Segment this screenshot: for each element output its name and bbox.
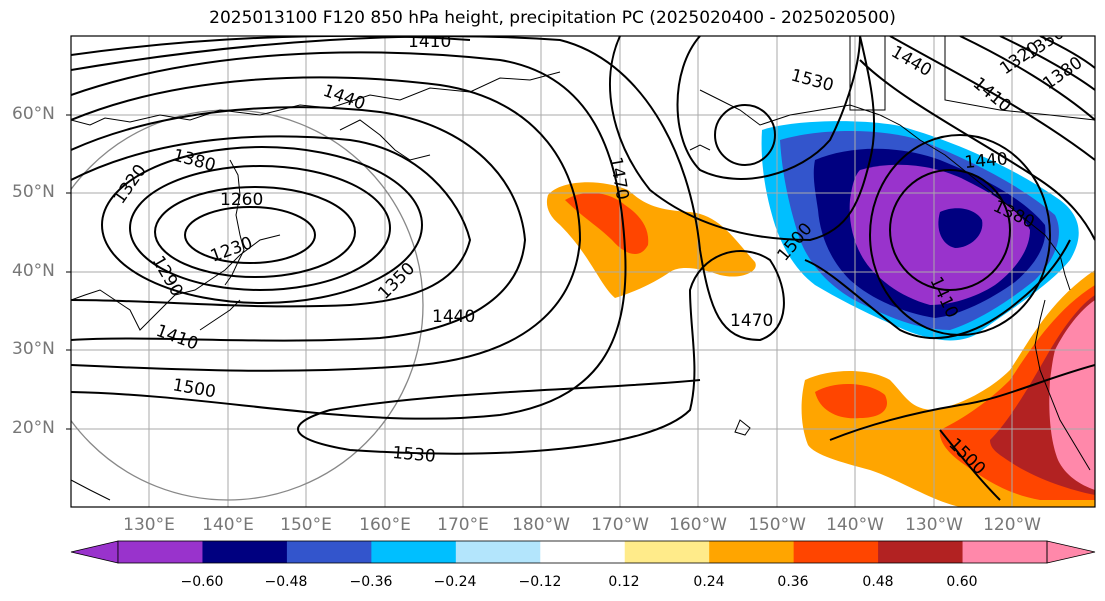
colorbar-tick-label: 0.60 xyxy=(946,574,978,590)
lon-label: 170°E xyxy=(437,515,489,535)
colorbar-swatch xyxy=(371,541,457,563)
lon-label: 150°W xyxy=(748,515,806,535)
lon-label: 170°W xyxy=(591,515,649,535)
lon-label: 150°E xyxy=(280,515,332,535)
map-area: 1410 1440 1530 1470 1380 1320 1260 1290 … xyxy=(71,32,1095,507)
contour-label: 1260 xyxy=(220,190,263,210)
colorbar-tick-label: −0.12 xyxy=(518,574,562,590)
lon-label: 140°W xyxy=(826,515,884,535)
lon-label: 140°E xyxy=(202,515,254,535)
lon-label: 120°W xyxy=(983,515,1041,535)
colorbar-swatch xyxy=(709,541,795,563)
colorbar-swatch xyxy=(455,541,541,563)
precip-shading-positive xyxy=(815,384,888,419)
colorbar-extend-high xyxy=(1046,540,1096,564)
colorbar-tick-label: −0.24 xyxy=(433,574,477,590)
colorbar-swatch xyxy=(878,541,964,563)
map-title: 2025013100 F120 850 hPa height, precipit… xyxy=(209,8,896,28)
lat-label: 40°N xyxy=(12,261,55,281)
lat-label: 20°N xyxy=(12,418,55,438)
lat-label: 60°N xyxy=(12,104,55,124)
precip-shading-positive xyxy=(1049,300,1095,490)
lon-label: 160°E xyxy=(359,515,411,535)
colorbar-swatch xyxy=(624,541,710,563)
lon-label: 130°E xyxy=(123,515,175,535)
colorbar-tick-label: −0.60 xyxy=(180,574,224,590)
lon-label: 130°W xyxy=(905,515,963,535)
colorbar-extend-low xyxy=(70,540,119,564)
precip-shading-positive xyxy=(565,192,649,255)
lon-label: 180°W xyxy=(512,515,570,535)
precip-shading-negative xyxy=(849,164,1030,305)
colorbar-swatch xyxy=(540,541,626,563)
colorbar-swatch xyxy=(202,541,288,563)
lat-label: 50°N xyxy=(12,182,55,202)
colorbar-swatch xyxy=(962,541,1048,563)
colorbar-outline xyxy=(117,540,1048,564)
lon-label: 160°W xyxy=(669,515,727,535)
contour-label: 1440 xyxy=(432,307,475,327)
colorbar-swatch xyxy=(118,541,203,563)
colorbar-tick-label: 0.36 xyxy=(777,574,809,590)
coastlines xyxy=(71,36,1095,501)
height-contours xyxy=(71,36,1095,501)
colorbar-swatch xyxy=(286,541,372,563)
contour-label: 1410 xyxy=(408,32,451,52)
colorbar-tick-label: −0.36 xyxy=(349,574,393,590)
colorbar-tick-label: 0.12 xyxy=(608,574,640,590)
grid-lines xyxy=(71,36,1095,507)
colorbar xyxy=(70,540,1096,564)
precip-shading-negative xyxy=(938,208,983,248)
colorbar-tick-label: 0.24 xyxy=(693,574,725,590)
axis-ticks xyxy=(66,114,71,430)
colorbar-tick-label: −0.48 xyxy=(264,574,308,590)
contour-label: 1470 xyxy=(730,311,773,331)
contour-label: 1530 xyxy=(392,443,437,467)
contour-label: 1440 xyxy=(964,149,1009,173)
colorbar-swatch xyxy=(793,541,879,563)
colorbar-tick-label: 0.48 xyxy=(862,574,894,590)
lat-label: 30°N xyxy=(12,339,55,359)
